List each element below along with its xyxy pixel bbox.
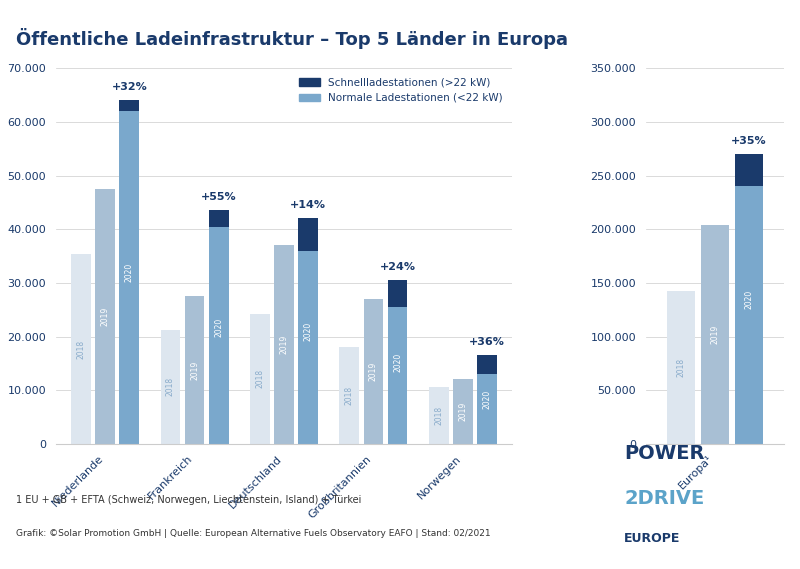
Text: +36%: +36%: [469, 337, 505, 347]
Text: 2018: 2018: [255, 369, 264, 389]
Bar: [364, 299, 383, 315]
Bar: [209, 226, 229, 444]
Bar: [339, 361, 359, 444]
Text: 2018: 2018: [345, 386, 354, 405]
Bar: [339, 347, 359, 361]
Text: +55%: +55%: [201, 192, 237, 203]
Bar: [119, 101, 139, 111]
Bar: [274, 245, 294, 256]
Bar: [161, 334, 180, 444]
Text: 2020: 2020: [744, 290, 754, 308]
Text: POWER: POWER: [624, 444, 705, 463]
Bar: [250, 320, 270, 444]
Text: 2019: 2019: [279, 335, 289, 354]
Bar: [95, 189, 115, 195]
Bar: [71, 254, 91, 259]
Bar: [95, 195, 115, 444]
Text: 2020: 2020: [125, 262, 134, 282]
Text: 2020: 2020: [304, 321, 313, 341]
Bar: [364, 315, 383, 444]
Bar: [667, 291, 694, 297]
Text: 2DRIVE: 2DRIVE: [624, 489, 704, 508]
Text: 2018: 2018: [434, 406, 443, 425]
Bar: [185, 296, 205, 302]
Bar: [388, 280, 407, 307]
Bar: [478, 355, 497, 374]
Text: 2019: 2019: [190, 360, 199, 380]
Bar: [119, 111, 139, 444]
Text: 2019: 2019: [710, 325, 719, 344]
Text: 2020: 2020: [393, 352, 402, 372]
Text: +32%: +32%: [111, 83, 147, 92]
Text: +35%: +35%: [731, 135, 766, 146]
Bar: [274, 256, 294, 444]
Text: EUROPE: EUROPE: [624, 532, 680, 545]
Legend: Schnellladestationen (>22 kW), Normale Ladestationen (<22 kW): Schnellladestationen (>22 kW), Normale L…: [294, 73, 507, 107]
Bar: [453, 387, 473, 444]
Text: 2018: 2018: [77, 340, 86, 358]
Text: +14%: +14%: [290, 200, 326, 211]
Bar: [161, 329, 180, 334]
Text: 2019: 2019: [101, 307, 110, 326]
Text: Öffentliche Ladeinfrastruktur – Top 5 Länder in Europa: Öffentliche Ladeinfrastruktur – Top 5 Lä…: [16, 28, 568, 50]
Text: 2020: 2020: [482, 390, 491, 409]
Bar: [453, 380, 473, 387]
Bar: [388, 307, 407, 444]
Bar: [429, 387, 449, 395]
Text: 2018: 2018: [166, 377, 175, 396]
Bar: [701, 225, 729, 233]
Bar: [298, 218, 318, 251]
Text: 1 EU + GB + EFTA (Schweiz, Norwegen, Liechtenstein, Island) + Türkei: 1 EU + GB + EFTA (Schweiz, Norwegen, Lie…: [16, 495, 362, 505]
Bar: [250, 314, 270, 320]
Text: 2020: 2020: [214, 318, 223, 337]
Bar: [71, 259, 91, 444]
Text: 2019: 2019: [369, 362, 378, 381]
Text: 2018: 2018: [677, 358, 686, 377]
Bar: [185, 302, 205, 444]
Bar: [735, 154, 762, 186]
Text: +24%: +24%: [380, 262, 416, 272]
Bar: [735, 186, 762, 444]
Bar: [478, 374, 497, 444]
Bar: [429, 395, 449, 444]
Text: 2019: 2019: [458, 402, 467, 421]
Bar: [701, 233, 729, 444]
Bar: [209, 211, 229, 226]
Bar: [298, 251, 318, 444]
Text: Grafik: ©Solar Promotion GmbH | Quelle: European Alternative Fuels Observatory E: Grafik: ©Solar Promotion GmbH | Quelle: …: [16, 529, 490, 538]
Bar: [667, 297, 694, 444]
